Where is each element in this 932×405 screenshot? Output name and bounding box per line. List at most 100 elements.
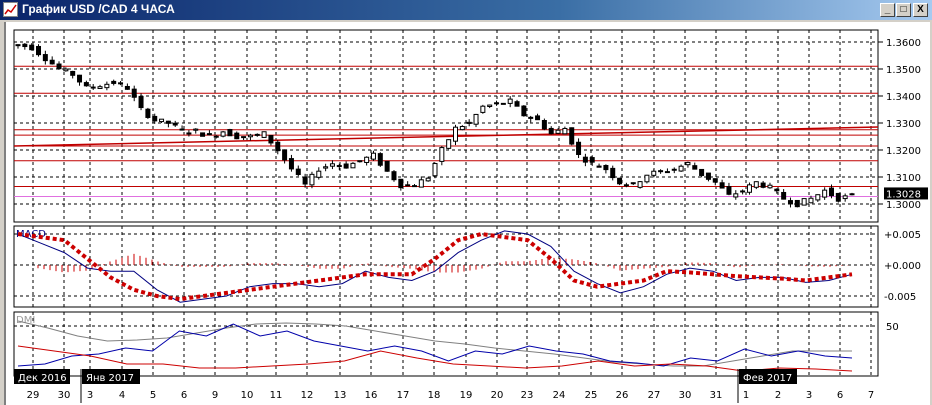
candle (466, 121, 472, 124)
candle (541, 120, 547, 130)
day-label: 5 (150, 390, 156, 401)
candle (227, 129, 233, 137)
candle (124, 85, 130, 90)
candle (405, 184, 411, 187)
close-button[interactable]: X (913, 3, 928, 17)
candle (569, 127, 575, 145)
candle (507, 98, 513, 104)
candle (651, 170, 657, 176)
month-label: Дек 2016 (18, 373, 67, 384)
candle (480, 105, 486, 113)
maximize-button[interactable]: □ (896, 3, 911, 17)
candle (603, 164, 609, 171)
candle (630, 182, 636, 185)
candle (90, 86, 96, 89)
month-label: Янв 2017 (86, 373, 134, 384)
candle (213, 135, 219, 138)
candle (200, 132, 206, 137)
current-price-badge (884, 187, 928, 200)
adx-line (17, 320, 852, 367)
candle (83, 82, 89, 87)
candle (459, 125, 465, 131)
minimize-button[interactable]: _ (880, 3, 895, 17)
candle (535, 115, 541, 121)
candle (350, 162, 356, 169)
candle (473, 113, 479, 125)
trend-line (13, 126, 879, 147)
candle (377, 153, 383, 166)
candle (842, 195, 848, 200)
price-tick-label: 1.3100 (886, 173, 921, 184)
candle (165, 120, 171, 124)
candle (152, 115, 158, 122)
candle (446, 139, 452, 149)
price-tick-label: 1.3200 (886, 146, 921, 157)
candle (186, 132, 192, 135)
day-label: 9 (212, 390, 218, 401)
month-label-box (14, 369, 70, 384)
day-label: 3 (806, 390, 812, 401)
candle (268, 134, 274, 144)
candle (104, 83, 110, 89)
candle (261, 131, 267, 138)
candle (699, 168, 705, 176)
day-label: 16 (365, 390, 378, 401)
month-label-box (82, 369, 140, 384)
title-bar: График USD /CAD 4 ЧАСА _ □ X (0, 0, 932, 20)
candle (514, 101, 520, 107)
price-tick-label: 1.3300 (886, 119, 921, 130)
day-label: 23 (521, 390, 534, 401)
candle (49, 59, 55, 65)
candle (234, 132, 240, 140)
candle (70, 70, 76, 76)
candle (835, 192, 841, 202)
candle (22, 43, 28, 48)
candle (425, 177, 431, 182)
dmi-tick-label: 50 (886, 322, 899, 333)
window-title: График USD /CAD 4 ЧАСА (22, 2, 175, 16)
plus-di-line (17, 323, 853, 367)
day-label: 17 (397, 390, 410, 401)
candle (582, 156, 588, 163)
candle (849, 193, 855, 196)
candle (596, 165, 602, 168)
candle (815, 194, 821, 201)
candle (131, 88, 137, 98)
candle (391, 171, 397, 181)
candle (808, 197, 814, 204)
candle (336, 165, 342, 168)
day-label: 19 (460, 390, 473, 401)
candle (760, 182, 766, 188)
chart-app-icon (3, 2, 18, 17)
day-label: 12 (301, 390, 314, 401)
candle (36, 45, 42, 56)
candle (712, 178, 718, 183)
candle (787, 200, 793, 205)
candle (254, 133, 260, 136)
panel-frame-2 (13, 311, 879, 377)
candle (418, 179, 424, 188)
candle (548, 127, 554, 135)
day-label: 6 (837, 390, 843, 401)
candle (822, 189, 828, 198)
day-label: 1 (743, 390, 749, 401)
day-label: 2 (775, 390, 781, 401)
macd-tick-label: +0.000 (884, 261, 921, 272)
candle (172, 122, 178, 126)
candle (15, 44, 21, 47)
candle (453, 126, 459, 142)
candle (364, 156, 370, 164)
candle (316, 170, 322, 178)
candle (29, 44, 35, 51)
candle (302, 176, 308, 185)
macd-tick-label: -0.005 (884, 292, 916, 303)
candle (138, 95, 144, 109)
candle (206, 133, 212, 136)
candle (494, 102, 500, 105)
candle (432, 163, 438, 177)
price-tick-label: 1.3400 (886, 92, 921, 103)
day-label: 26 (616, 390, 629, 401)
candle (193, 128, 199, 131)
candle (644, 174, 650, 183)
